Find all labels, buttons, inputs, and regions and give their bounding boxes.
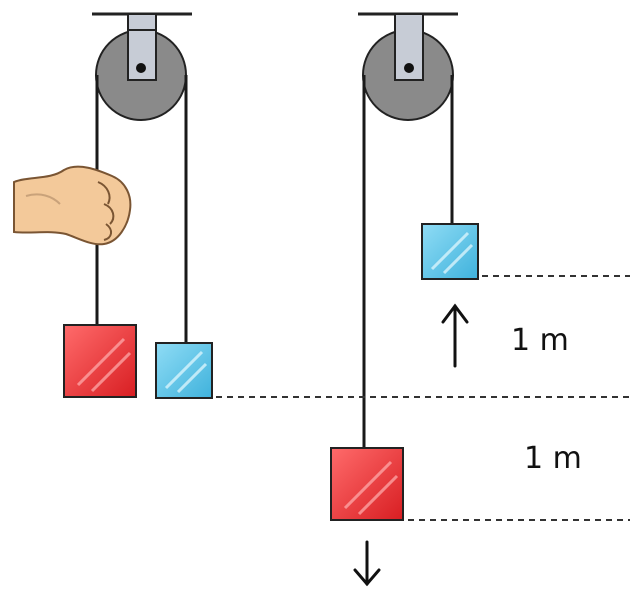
hand-icon (13, 165, 132, 246)
arrow-down-icon (353, 540, 381, 587)
arrow-up-icon (441, 303, 469, 368)
upper-distance-label: 1 m (511, 323, 569, 358)
left-pulley-axle (136, 63, 146, 73)
left-pulley-system (63, 12, 213, 399)
right-pulley-system (330, 12, 479, 521)
right-pulley-axle (404, 63, 414, 73)
lower-distance-label: 1 m (524, 441, 582, 476)
guide-lines (216, 275, 630, 521)
